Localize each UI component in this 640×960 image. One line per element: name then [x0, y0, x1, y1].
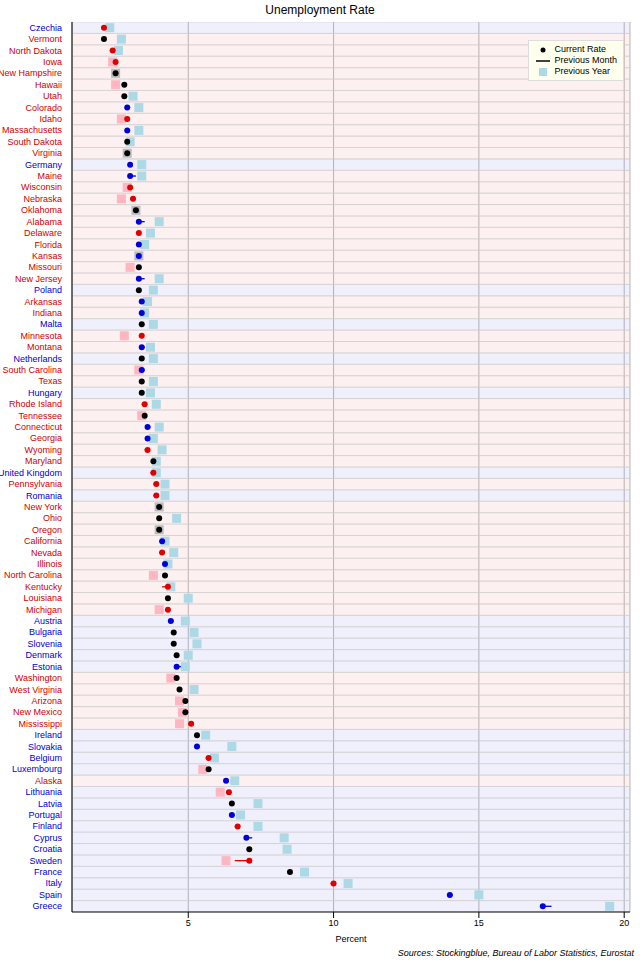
svg-text:Idaho: Idaho [39, 114, 62, 124]
svg-text:New Mexico: New Mexico [13, 707, 62, 717]
svg-text:Oregon: Oregon [32, 525, 62, 535]
svg-text:Slovenia: Slovenia [27, 639, 62, 649]
svg-text:Utah: Utah [43, 91, 62, 101]
html-text:Sources: Stockingblue, Bureau: Sources: Stockingblue, Bureau of Labor S… [397, 948, 634, 958]
svg-text:Florida: Florida [34, 240, 62, 250]
svg-text:Lithuania: Lithuania [25, 787, 62, 797]
svg-text:Czechia: Czechia [29, 23, 62, 33]
svg-text:Wyoming: Wyoming [25, 445, 62, 455]
svg-text:5: 5 [186, 918, 191, 928]
svg-text:Iowa: Iowa [43, 57, 62, 67]
svg-text:Alabama: Alabama [26, 217, 62, 227]
svg-text:California: California [24, 536, 62, 546]
svg-text:Kentucky: Kentucky [25, 582, 63, 592]
svg-text:Poland: Poland [34, 285, 62, 295]
html-text:Current Rate: Current Rate [554, 44, 606, 54]
svg-text:Connecticut: Connecticut [14, 422, 62, 432]
svg-text:Croatia: Croatia [33, 844, 62, 854]
svg-text:Arizona: Arizona [31, 696, 62, 706]
svg-text:Louisiana: Louisiana [23, 593, 62, 603]
svg-text:Sweden: Sweden [29, 856, 62, 866]
svg-text:Greece: Greece [32, 901, 62, 911]
svg-text:Malta: Malta [40, 319, 62, 329]
svg-text:North Carolina: North Carolina [8, 570, 62, 580]
svg-text:Nebraska: Nebraska [23, 194, 62, 204]
svg-text:Finland: Finland [32, 821, 62, 831]
svg-text:Colorado: Colorado [25, 103, 62, 113]
svg-text:Percent: Percent [335, 934, 367, 944]
svg-text:New Hampshire: New Hampshire [8, 68, 62, 78]
svg-text:Slovakia: Slovakia [28, 742, 62, 752]
svg-text:Minnesota: Minnesota [20, 331, 62, 341]
svg-text:Georgia: Georgia [30, 433, 62, 443]
svg-text:20: 20 [619, 918, 629, 928]
svg-text:Belgium: Belgium [29, 753, 62, 763]
svg-text:South Dakota: South Dakota [8, 137, 62, 147]
svg-text:15: 15 [474, 918, 484, 928]
svg-text:United Kingdom: United Kingdom [8, 468, 62, 478]
svg-text:Hawaii: Hawaii [35, 80, 62, 90]
svg-text:Delaware: Delaware [24, 228, 62, 238]
svg-text:West Virginia: West Virginia [9, 685, 62, 695]
html-text:Previous Year: Previous Year [554, 66, 610, 76]
svg-text:Netherlands: Netherlands [13, 354, 62, 364]
svg-text:South Carolina: South Carolina [8, 365, 62, 375]
svg-text:Cyprus: Cyprus [33, 833, 62, 843]
svg-text:Arkansas: Arkansas [24, 297, 62, 307]
svg-text:Austria: Austria [34, 616, 62, 626]
svg-text:Italy: Italy [45, 878, 62, 888]
svg-text:Romania: Romania [26, 491, 62, 501]
svg-text:Spain: Spain [39, 890, 62, 900]
svg-text:Denmark: Denmark [25, 650, 62, 660]
svg-text:Germany: Germany [25, 160, 63, 170]
svg-text:France: France [34, 867, 62, 877]
svg-text:Maryland: Maryland [25, 456, 62, 466]
svg-text:North Dakota: North Dakota [9, 46, 62, 56]
svg-text:Maine: Maine [37, 171, 62, 181]
svg-text:New Jersey: New Jersey [15, 274, 63, 284]
svg-text:Montana: Montana [27, 342, 62, 352]
svg-text:10: 10 [329, 918, 339, 928]
svg-text:Nevada: Nevada [31, 548, 62, 558]
svg-text:Mississippi: Mississippi [18, 719, 62, 729]
svg-text:Washington: Washington [15, 673, 62, 683]
svg-text:Wisconsin: Wisconsin [21, 182, 62, 192]
svg-text:Luxembourg: Luxembourg [12, 764, 62, 774]
svg-text:Texas: Texas [38, 376, 62, 386]
svg-text:Pennsylvania: Pennsylvania [8, 479, 62, 489]
svg-text:Hungary: Hungary [28, 388, 63, 398]
svg-text:Ireland: Ireland [34, 730, 62, 740]
html-text:Unemployment Rate: Unemployment Rate [265, 3, 375, 17]
svg-text:Tennessee: Tennessee [18, 411, 62, 421]
svg-text:Oklahoma: Oklahoma [21, 205, 62, 215]
svg-text:Virginia: Virginia [32, 148, 62, 158]
svg-text:Illinois: Illinois [37, 559, 63, 569]
svg-text:Bulgaria: Bulgaria [29, 627, 62, 637]
svg-text:Estonia: Estonia [32, 662, 62, 672]
svg-text:Vermont: Vermont [28, 34, 62, 44]
svg-text:Missouri: Missouri [28, 262, 62, 272]
svg-text:Michigan: Michigan [26, 605, 62, 615]
svg-text:Portugal: Portugal [28, 810, 62, 820]
svg-text:Rhode Island: Rhode Island [9, 399, 62, 409]
svg-text:New York: New York [24, 502, 63, 512]
svg-text:Latvia: Latvia [38, 799, 62, 809]
svg-text:Massachusetts: Massachusetts [8, 125, 62, 135]
svg-text:Kansas: Kansas [32, 251, 63, 261]
svg-text:Ohio: Ohio [43, 513, 62, 523]
html-text:Previous Month: Previous Month [554, 55, 617, 65]
svg-text:Alaska: Alaska [35, 776, 62, 786]
svg-text:Indiana: Indiana [32, 308, 62, 318]
